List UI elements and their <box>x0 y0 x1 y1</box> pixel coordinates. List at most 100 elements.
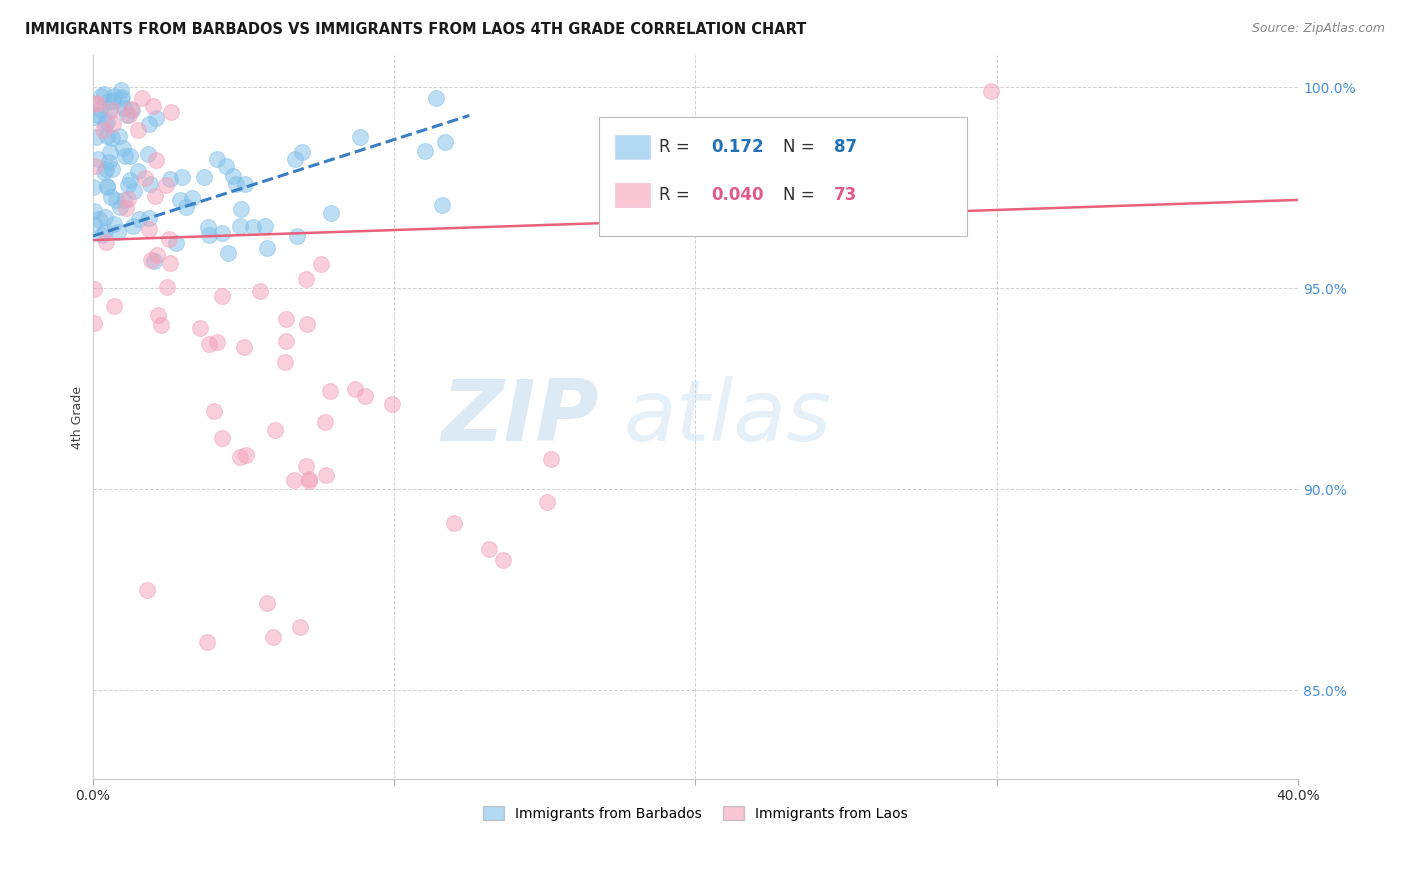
Point <box>139 252 162 267</box>
Point <box>103 218 125 232</box>
Point <box>295 317 318 331</box>
Point <box>136 147 159 161</box>
Point <box>285 229 308 244</box>
Point <box>127 163 149 178</box>
Point <box>211 227 233 241</box>
Point <box>349 129 371 144</box>
Text: Source: ZipAtlas.com: Source: ZipAtlas.com <box>1251 22 1385 36</box>
Point <box>254 219 277 234</box>
Point <box>198 337 221 351</box>
Point <box>432 197 454 211</box>
Point <box>139 177 162 191</box>
Point <box>105 193 128 207</box>
Point <box>172 169 194 184</box>
Point <box>146 308 169 322</box>
Point <box>283 473 305 487</box>
Point <box>215 159 238 173</box>
Point <box>103 89 125 103</box>
Point <box>93 165 115 179</box>
Point <box>197 227 219 242</box>
Point <box>217 245 239 260</box>
Point <box>100 94 122 108</box>
Point <box>87 212 110 227</box>
Point <box>112 194 135 208</box>
Point <box>288 620 311 634</box>
Point <box>101 162 124 177</box>
Point <box>86 108 108 122</box>
Point <box>107 225 129 239</box>
Point <box>264 424 287 438</box>
Point <box>122 219 145 233</box>
Point <box>222 169 245 183</box>
Point <box>169 193 191 207</box>
Point <box>149 318 172 332</box>
Point <box>319 206 342 220</box>
FancyBboxPatch shape <box>599 117 967 236</box>
Point <box>100 131 122 145</box>
Point <box>83 282 105 296</box>
Point <box>291 145 314 159</box>
Point <box>97 155 120 169</box>
Point <box>249 284 271 298</box>
Point <box>115 201 138 215</box>
Point <box>138 117 160 131</box>
Y-axis label: 4th Grade: 4th Grade <box>72 385 84 449</box>
Point <box>256 597 278 611</box>
Point <box>229 202 252 217</box>
Point <box>262 631 284 645</box>
Point <box>381 397 404 411</box>
Point <box>98 145 121 159</box>
Point <box>94 117 117 131</box>
Point <box>180 191 202 205</box>
Point <box>83 203 105 218</box>
Point <box>274 355 297 369</box>
Point <box>207 152 229 166</box>
Point <box>297 474 319 488</box>
Point <box>233 177 256 191</box>
Point <box>94 162 117 177</box>
Point <box>156 280 179 294</box>
Point <box>434 136 457 150</box>
Point <box>159 105 181 120</box>
Point <box>143 188 166 202</box>
Point <box>229 450 252 465</box>
Point <box>117 178 139 192</box>
Point <box>425 91 447 105</box>
Point <box>211 289 233 303</box>
Point <box>256 241 278 255</box>
Point <box>112 141 135 155</box>
Text: 0.172: 0.172 <box>711 138 763 156</box>
Point <box>413 144 436 158</box>
Point <box>98 103 121 117</box>
Point <box>91 122 114 136</box>
Point <box>117 192 139 206</box>
Point <box>315 468 337 483</box>
Point <box>108 129 131 144</box>
Text: 87: 87 <box>834 138 858 156</box>
Point <box>155 178 177 193</box>
Point <box>84 96 107 111</box>
Text: N =: N = <box>783 186 820 204</box>
Point <box>86 129 108 144</box>
FancyBboxPatch shape <box>614 183 650 207</box>
Point <box>197 219 219 234</box>
Point <box>314 415 336 429</box>
Point <box>294 458 316 473</box>
Point <box>112 101 135 115</box>
Point <box>980 84 1002 98</box>
Point <box>157 232 180 246</box>
Point <box>115 108 138 122</box>
Point <box>145 247 167 261</box>
Point <box>143 254 166 268</box>
Point <box>145 111 167 125</box>
Point <box>159 256 181 270</box>
Point <box>159 171 181 186</box>
Point <box>242 220 264 235</box>
Point <box>193 169 215 184</box>
Point <box>354 389 377 403</box>
Point <box>478 541 501 556</box>
Point <box>97 94 120 108</box>
Point <box>91 227 114 242</box>
Point <box>96 235 118 250</box>
Point <box>443 516 465 531</box>
